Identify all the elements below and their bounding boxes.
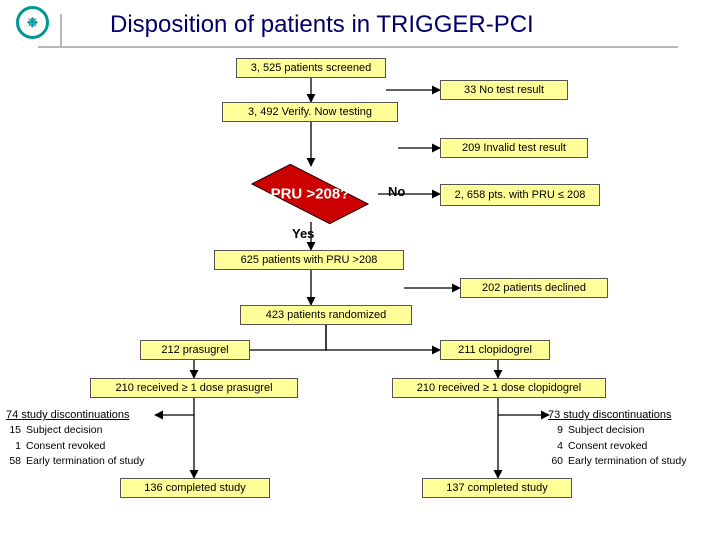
box-declined: 202 patients declined xyxy=(460,278,608,298)
box-screened: 3, 525 patients screened xyxy=(236,58,386,78)
box-comp-pras: 136 completed study xyxy=(120,478,270,498)
box-pru-le208: 2, 658 pts. with PRU ≤ 208 xyxy=(440,184,600,206)
disc-right-head: study discontinuations xyxy=(563,409,671,421)
decision-diamond: PRU >208? xyxy=(240,166,380,222)
box-rec-clop: 210 received ≥ 1 dose clopidogrel xyxy=(392,378,606,398)
discontinuations-left: 74 study discontinuations 15Subject deci… xyxy=(6,408,149,470)
box-no-result: 33 No test result xyxy=(440,80,568,100)
disc-right-table: 9Subject decision4Consent revoked60Early… xyxy=(548,422,691,470)
diamond-label: PRU >208? xyxy=(240,186,380,203)
box-rec-pras: 210 received ≥ 1 dose prasugrel xyxy=(90,378,298,398)
box-invalid: 209 Invalid test result xyxy=(440,138,588,158)
box-prasugrel: 212 prasugrel xyxy=(140,340,250,360)
box-comp-clop: 137 completed study xyxy=(422,478,572,498)
box-pru-gt208: 625 patients with PRU >208 xyxy=(214,250,404,270)
title-divider xyxy=(60,14,62,48)
label-yes: Yes xyxy=(292,226,314,241)
disc-left-total: 74 xyxy=(6,409,18,421)
page-title: Disposition of patients in TRIGGER-PCI xyxy=(110,11,534,39)
box-verify: 3, 492 Verify. Now testing xyxy=(222,102,398,122)
disc-left-head: study discontinuations xyxy=(21,409,129,421)
box-clopidogrel: 211 clopidogrel xyxy=(440,340,550,360)
box-randomized: 423 patients randomized xyxy=(240,305,412,325)
disc-left-table: 15Subject decision1Consent revoked58Earl… xyxy=(6,422,149,470)
title-underline xyxy=(38,46,678,48)
discontinuations-right: 73 study discontinuations 9Subject decis… xyxy=(548,408,691,470)
label-no: No xyxy=(388,184,405,199)
disc-right-total: 73 xyxy=(548,409,560,421)
logo-icon: ❉ xyxy=(16,6,49,39)
